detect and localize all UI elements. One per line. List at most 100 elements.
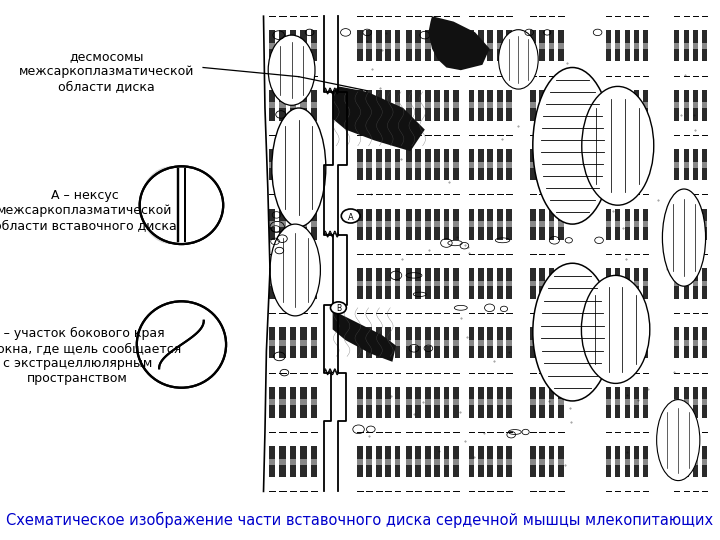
Bar bbox=[357, 161, 363, 167]
Bar bbox=[269, 400, 276, 405]
Bar bbox=[415, 340, 421, 346]
Bar bbox=[269, 149, 276, 180]
Bar bbox=[615, 268, 621, 299]
Bar bbox=[506, 149, 512, 180]
Bar bbox=[693, 102, 698, 108]
Bar bbox=[625, 458, 629, 464]
Bar bbox=[478, 446, 484, 477]
Bar bbox=[444, 268, 449, 299]
Bar bbox=[406, 446, 412, 477]
Bar bbox=[549, 280, 554, 286]
Bar bbox=[415, 280, 421, 286]
Bar bbox=[703, 161, 707, 167]
Bar bbox=[269, 387, 276, 418]
Bar bbox=[606, 400, 611, 405]
Circle shape bbox=[330, 302, 346, 314]
Bar bbox=[558, 161, 564, 167]
Bar bbox=[357, 43, 363, 49]
Bar bbox=[300, 221, 307, 227]
Bar bbox=[311, 90, 318, 121]
Bar bbox=[385, 221, 391, 227]
Bar bbox=[279, 221, 286, 227]
Bar bbox=[425, 387, 431, 418]
Bar bbox=[415, 221, 421, 227]
Bar bbox=[395, 446, 400, 477]
Bar bbox=[279, 149, 286, 180]
Bar bbox=[425, 221, 431, 227]
Bar bbox=[539, 161, 545, 167]
Bar bbox=[395, 208, 400, 240]
Bar bbox=[357, 280, 363, 286]
Bar bbox=[366, 446, 372, 477]
Bar bbox=[539, 280, 545, 286]
Bar bbox=[269, 458, 276, 464]
Bar bbox=[289, 458, 297, 464]
Text: десмосомы
межсаркоплазматической
области диска: десмосомы межсаркоплазматической области… bbox=[19, 50, 194, 93]
Bar bbox=[615, 340, 621, 346]
Bar bbox=[376, 446, 382, 477]
Bar bbox=[376, 161, 382, 167]
Bar bbox=[530, 90, 536, 121]
Bar bbox=[425, 280, 431, 286]
Bar bbox=[269, 268, 276, 299]
Bar bbox=[444, 208, 449, 240]
Bar bbox=[453, 387, 459, 418]
Bar bbox=[311, 400, 318, 405]
Ellipse shape bbox=[270, 224, 320, 316]
Bar bbox=[444, 340, 449, 346]
Bar bbox=[425, 43, 431, 49]
Bar bbox=[269, 161, 276, 167]
Bar bbox=[376, 221, 382, 227]
Bar bbox=[300, 387, 307, 418]
Bar bbox=[615, 446, 621, 477]
Bar bbox=[549, 102, 554, 108]
Bar bbox=[539, 446, 545, 477]
Bar bbox=[366, 43, 372, 49]
Bar bbox=[366, 327, 372, 359]
Bar bbox=[615, 458, 621, 464]
Bar bbox=[376, 43, 382, 49]
Bar bbox=[539, 43, 545, 49]
Bar bbox=[497, 280, 503, 286]
Bar bbox=[684, 268, 688, 299]
Bar bbox=[558, 327, 564, 359]
Bar bbox=[674, 149, 679, 180]
Bar bbox=[300, 446, 307, 477]
Bar bbox=[606, 30, 611, 62]
Bar bbox=[606, 161, 611, 167]
Bar bbox=[376, 280, 382, 286]
Bar bbox=[615, 280, 621, 286]
Bar bbox=[644, 280, 649, 286]
Bar bbox=[558, 149, 564, 180]
Bar bbox=[453, 327, 459, 359]
Bar bbox=[478, 458, 484, 464]
Bar bbox=[385, 43, 391, 49]
Bar bbox=[693, 400, 698, 405]
Bar bbox=[549, 400, 554, 405]
Ellipse shape bbox=[269, 35, 315, 105]
Bar bbox=[269, 90, 276, 121]
Bar bbox=[539, 400, 545, 405]
Ellipse shape bbox=[662, 189, 706, 286]
Bar bbox=[634, 102, 639, 108]
Bar bbox=[376, 458, 382, 464]
Bar bbox=[530, 327, 536, 359]
Bar bbox=[684, 43, 688, 49]
Bar bbox=[549, 268, 554, 299]
Bar bbox=[279, 340, 286, 346]
Bar bbox=[644, 458, 649, 464]
Bar bbox=[478, 387, 484, 418]
Bar bbox=[406, 400, 412, 405]
Bar bbox=[279, 30, 286, 62]
Bar bbox=[497, 208, 503, 240]
Bar bbox=[530, 43, 536, 49]
Bar bbox=[434, 268, 440, 299]
Bar bbox=[530, 221, 536, 227]
Bar bbox=[506, 340, 512, 346]
Bar bbox=[558, 30, 564, 62]
Bar bbox=[300, 43, 307, 49]
Bar bbox=[289, 30, 297, 62]
Bar bbox=[506, 161, 512, 167]
Bar bbox=[693, 43, 698, 49]
Bar bbox=[684, 208, 688, 240]
